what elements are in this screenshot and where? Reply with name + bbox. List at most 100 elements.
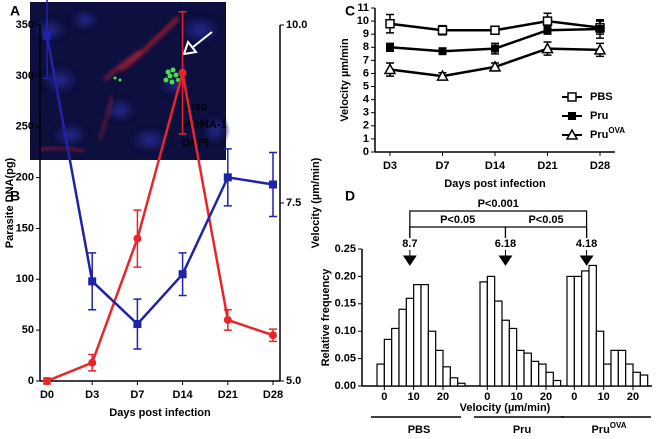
point	[541, 42, 554, 54]
legend-label: Pru	[590, 110, 608, 122]
point	[269, 331, 277, 340]
bar	[603, 363, 612, 387]
p-value: P<0.05	[528, 214, 563, 226]
x-axis-title: Days post infection	[109, 407, 211, 419]
bar	[442, 366, 451, 387]
y-tick-label: 200	[16, 171, 34, 183]
x-tick-label: 20	[627, 391, 639, 403]
p-value: P<0.05	[440, 214, 475, 226]
bracket	[409, 226, 507, 238]
y-tick-label: 6	[363, 67, 369, 79]
y2-tick-label: 5.0	[286, 375, 301, 387]
x-tick-label: D7	[435, 160, 449, 172]
series-line	[46, 72, 274, 383]
x-tick-label: D21	[218, 389, 238, 401]
y-tick-label: 10	[357, 15, 369, 27]
micrograph	[30, 2, 227, 160]
x-tick-label: D3	[85, 389, 99, 401]
bar	[523, 352, 532, 387]
y-tick-label: 0.10	[335, 325, 356, 337]
bar	[617, 349, 627, 387]
legend-label-main: PBS	[590, 91, 613, 103]
x-axis-title: Days post infection	[444, 178, 546, 190]
median-label: 4.18	[576, 238, 597, 250]
y-tick-label: 0	[28, 375, 34, 387]
x-tick-label: D7	[130, 389, 144, 401]
bar	[479, 281, 488, 387]
y-tick-label: 0.05	[335, 353, 356, 365]
bar	[420, 284, 429, 387]
point	[133, 320, 142, 329]
point	[43, 31, 51, 40]
y-tick-label: 4	[363, 94, 370, 106]
group-label-main: Pru	[513, 424, 531, 436]
series-line	[45, 35, 274, 326]
x-tick-label: D28	[263, 389, 283, 401]
bar	[625, 363, 634, 387]
group-label: Pru	[513, 424, 531, 436]
y-tick-label: 0.25	[335, 243, 356, 255]
bar	[639, 374, 649, 387]
bar	[398, 308, 407, 387]
bar	[486, 275, 496, 387]
bar	[457, 382, 466, 387]
bar	[449, 377, 459, 387]
legend-label-main: Pru	[590, 129, 608, 141]
point	[567, 92, 577, 102]
point	[488, 60, 502, 72]
p-value: P<0.001	[478, 198, 519, 210]
point	[178, 270, 187, 279]
channel-label: MOMA-1	[182, 119, 227, 131]
bar	[530, 360, 540, 387]
x-tick-label: 20	[437, 391, 449, 403]
point	[269, 180, 277, 189]
x-axis-title: Velocity (µm/min)	[460, 402, 551, 414]
bar	[610, 349, 619, 387]
x-tick-label: 10	[408, 391, 420, 403]
panel-letter: A	[10, 3, 20, 19]
y-tick-label: 1	[363, 133, 369, 145]
group-label: PBS	[408, 424, 431, 436]
point	[491, 44, 499, 53]
panel-letter: D	[345, 188, 355, 204]
bracket	[504, 226, 588, 238]
panel-letter: B	[10, 188, 20, 204]
median-arrow	[402, 250, 417, 266]
x-tick-label: 20	[540, 391, 552, 403]
bar	[632, 371, 641, 387]
y-tick-label: 350	[16, 19, 34, 31]
y-tick-label: 0.15	[335, 298, 356, 310]
median-label: 8.7	[402, 238, 417, 250]
y-tick-label: 0.20	[335, 270, 356, 282]
y-axis-title: Relative frequency	[320, 268, 332, 367]
channel-label: Toxo	[182, 101, 208, 113]
point	[568, 112, 576, 120]
x-tick-label: D28	[590, 160, 610, 172]
y-tick-label: 300	[16, 70, 34, 82]
point	[178, 68, 187, 77]
y-tick-label: 9	[363, 28, 369, 40]
legend-label-sup: OVA	[608, 126, 625, 135]
legend-label-main: Pru	[590, 110, 608, 122]
point	[133, 234, 142, 243]
bar	[376, 363, 385, 387]
x-tick-label: D14	[485, 160, 506, 172]
point	[593, 43, 607, 55]
bar	[494, 300, 503, 387]
legend-label: PruOVA	[590, 126, 625, 141]
bar	[516, 349, 525, 387]
x-tick-label: 10	[598, 391, 610, 403]
x-tick-label: 0	[571, 391, 577, 403]
bar	[501, 319, 510, 387]
median-arrow	[579, 250, 594, 266]
bar	[595, 330, 605, 387]
y-tick-label: 250	[16, 121, 34, 133]
bar	[391, 327, 400, 387]
point	[490, 25, 500, 36]
bar	[566, 275, 575, 387]
y-tick-label: 8	[363, 41, 369, 53]
y-tick-label: 150	[16, 222, 34, 234]
bar	[508, 327, 518, 387]
legend-label: PBS	[590, 91, 613, 103]
bar	[405, 297, 415, 387]
